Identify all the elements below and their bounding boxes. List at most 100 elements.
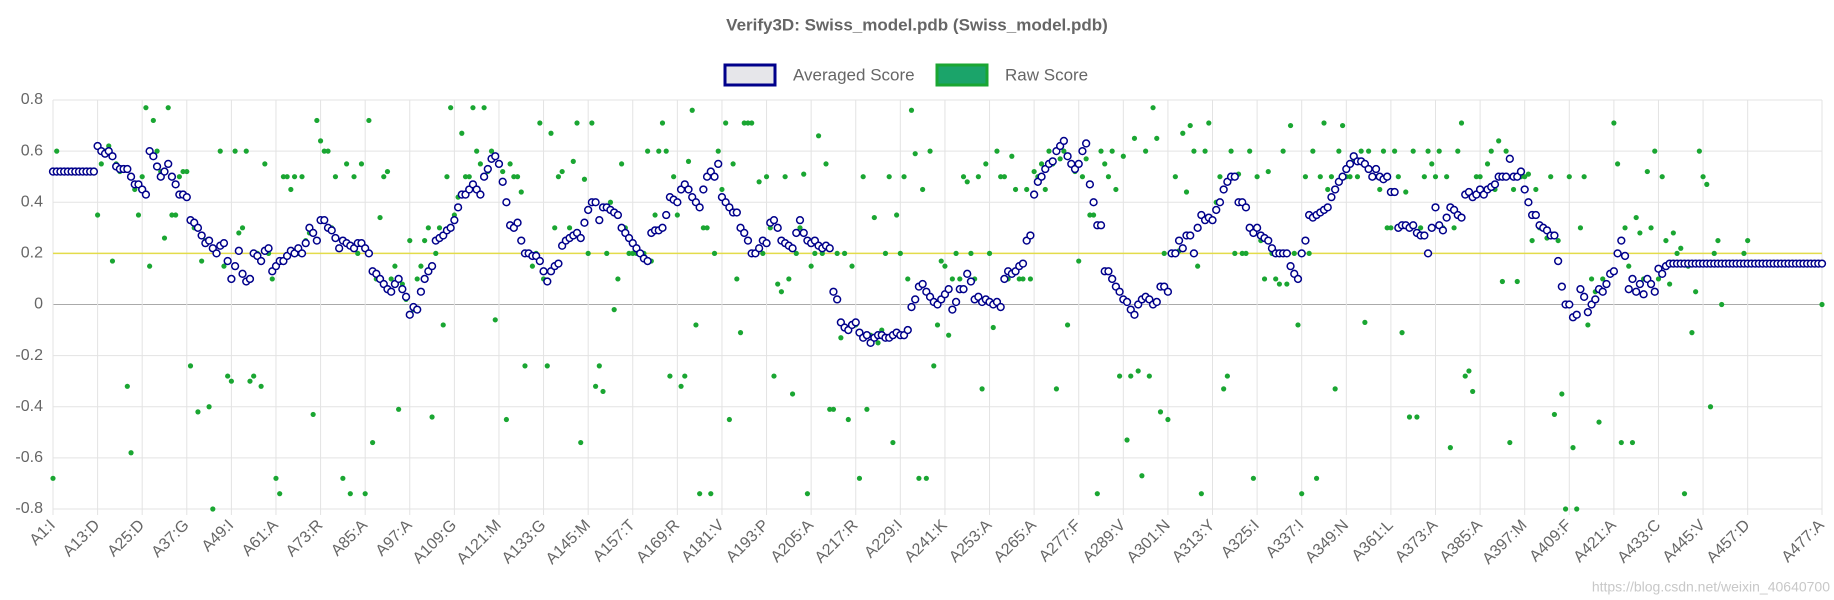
raw-score-point	[481, 105, 487, 111]
x-tick-label: A325:I	[1218, 517, 1263, 562]
raw-score-point	[414, 276, 420, 282]
raw-score-point	[135, 212, 142, 218]
x-tick-label: A265:A	[991, 517, 1040, 566]
averaged-score-point	[613, 210, 623, 220]
raw-score-point	[711, 250, 718, 256]
raw-score-point	[1466, 368, 1472, 374]
averaged-score-point	[223, 256, 232, 266]
raw-score-point	[1425, 148, 1431, 154]
raw-score-point	[1377, 186, 1383, 193]
averaged-score-point	[308, 228, 318, 238]
raw-score-point	[347, 491, 353, 497]
raw-score-point	[812, 250, 818, 256]
x-tick-label: A73:R	[283, 517, 326, 560]
raw-score-point	[1250, 475, 1256, 481]
averaged-score-point	[1108, 274, 1117, 284]
averaged-score-point	[401, 292, 411, 301]
averaged-score-point	[1026, 231, 1035, 240]
raw-score-point	[173, 212, 179, 218]
raw-score-point	[1611, 120, 1617, 126]
averaged-score-point	[453, 203, 463, 212]
raw-score-point	[500, 168, 506, 175]
raw-score-point	[1392, 148, 1398, 154]
raw-score-point	[1429, 161, 1435, 167]
legend-label: Raw Score	[1005, 65, 1088, 84]
raw-score-point	[1139, 473, 1145, 479]
raw-score-point	[1098, 148, 1104, 154]
averaged-score-point	[1286, 262, 1295, 271]
raw-score-point	[1053, 386, 1060, 392]
raw-score-point	[890, 439, 896, 446]
averaged-score-point	[89, 167, 99, 176]
raw-score-point	[964, 179, 970, 185]
averaged-score-point	[1420, 231, 1429, 240]
raw-score-point	[823, 161, 829, 167]
raw-score-point	[1499, 278, 1505, 285]
raw-score-point	[1551, 411, 1558, 418]
raw-score-point	[834, 250, 840, 256]
raw-score-point	[1707, 404, 1714, 410]
averaged-score-point	[1639, 290, 1648, 299]
averaged-score-point	[1598, 287, 1607, 296]
raw-score-point	[734, 276, 740, 282]
raw-score-point	[1548, 174, 1554, 180]
raw-score-point	[1273, 276, 1279, 282]
raw-score-point	[514, 174, 521, 180]
raw-score-point	[1388, 225, 1394, 231]
raw-score-point	[239, 225, 246, 231]
raw-score-point	[1187, 122, 1193, 129]
raw-score-point	[682, 373, 688, 379]
raw-score-point	[1399, 330, 1405, 336]
raw-score-point	[128, 450, 134, 456]
raw-score-point	[1596, 419, 1602, 425]
averaged-score-point	[1442, 213, 1451, 222]
raw-score-point	[325, 148, 331, 154]
raw-score-point	[1562, 506, 1569, 512]
raw-score-point	[552, 225, 558, 231]
raw-score-point	[507, 161, 513, 167]
raw-score-point	[1328, 174, 1335, 180]
averaged-score-point	[695, 203, 704, 212]
raw-score-point	[838, 335, 844, 341]
raw-score-point	[462, 174, 469, 180]
averaged-score-point	[595, 215, 604, 225]
averaged-score-point	[1186, 231, 1195, 240]
legend-swatch	[723, 63, 777, 87]
raw-score-point	[199, 258, 205, 264]
averaged-score-point	[754, 244, 764, 253]
raw-score-point	[466, 174, 472, 180]
averaged-score-point	[643, 256, 652, 266]
averaged-score-point	[1371, 164, 1381, 174]
raw-score-point	[1410, 148, 1416, 154]
raw-score-point	[875, 340, 881, 346]
raw-score-point	[1057, 156, 1063, 162]
raw-score-point	[1198, 491, 1204, 497]
averaged-score-point	[833, 295, 842, 304]
raw-score-point	[726, 416, 732, 423]
raw-score-point	[321, 148, 327, 154]
averaged-score-point	[584, 205, 593, 215]
x-tick-label: A253:A	[946, 517, 995, 566]
averaged-score-point	[238, 269, 247, 278]
raw-score-point	[544, 363, 550, 369]
raw-score-point	[938, 258, 944, 264]
raw-score-point	[968, 250, 974, 256]
raw-score-point	[979, 386, 985, 392]
averaged-score-point	[1115, 287, 1124, 296]
raw-score-point	[626, 250, 632, 256]
raw-score-point	[1585, 322, 1591, 328]
averaged-score-point	[1104, 267, 1113, 276]
raw-score-point	[1117, 373, 1123, 379]
raw-score-point	[1124, 437, 1130, 443]
raw-score-point	[749, 120, 755, 126]
averaged-score-point	[327, 226, 336, 235]
watermark: https://blog.csdn.net/weixin_40640700	[1592, 579, 1830, 595]
averaged-score-point	[1000, 274, 1009, 284]
averaged-score-point	[297, 249, 307, 258]
raw-score-point	[604, 250, 610, 256]
raw-score-point	[477, 161, 483, 167]
raw-score-point	[901, 174, 907, 180]
averaged-score-point	[212, 249, 221, 258]
raw-score-point	[384, 168, 391, 175]
raw-score-point	[310, 411, 316, 418]
